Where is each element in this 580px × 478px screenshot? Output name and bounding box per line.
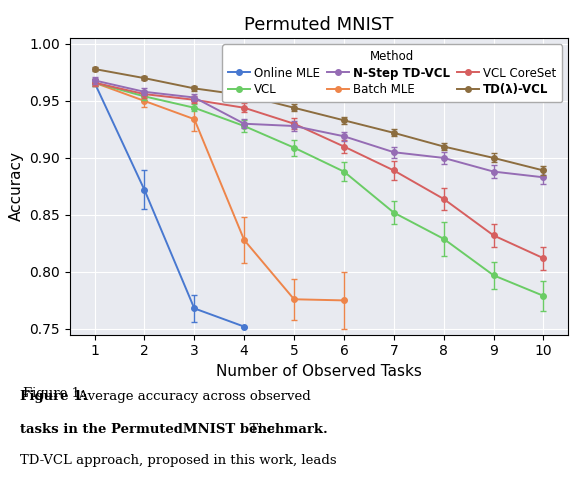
Text: The: The <box>241 423 274 436</box>
Text: tasks in the PermutedMNIST benchmark.: tasks in the PermutedMNIST benchmark. <box>20 423 328 436</box>
Text: Figure 1:: Figure 1: <box>20 390 88 402</box>
Title: Permuted MNIST: Permuted MNIST <box>244 16 394 34</box>
Text: Figure 1:: Figure 1: <box>23 387 85 400</box>
Text: Average accuracy across observed: Average accuracy across observed <box>70 390 310 402</box>
Y-axis label: Accuracy: Accuracy <box>9 152 24 221</box>
X-axis label: Number of Observed Tasks: Number of Observed Tasks <box>216 364 422 379</box>
Text: TD-VCL approach, proposed in this work, leads: TD-VCL approach, proposed in this work, … <box>20 454 337 467</box>
Legend: Online MLE, VCL, N-Step TD-VCL, Batch MLE, VCL CoreSet, TD(λ)-VCL: Online MLE, VCL, N-Step TD-VCL, Batch ML… <box>222 44 563 102</box>
